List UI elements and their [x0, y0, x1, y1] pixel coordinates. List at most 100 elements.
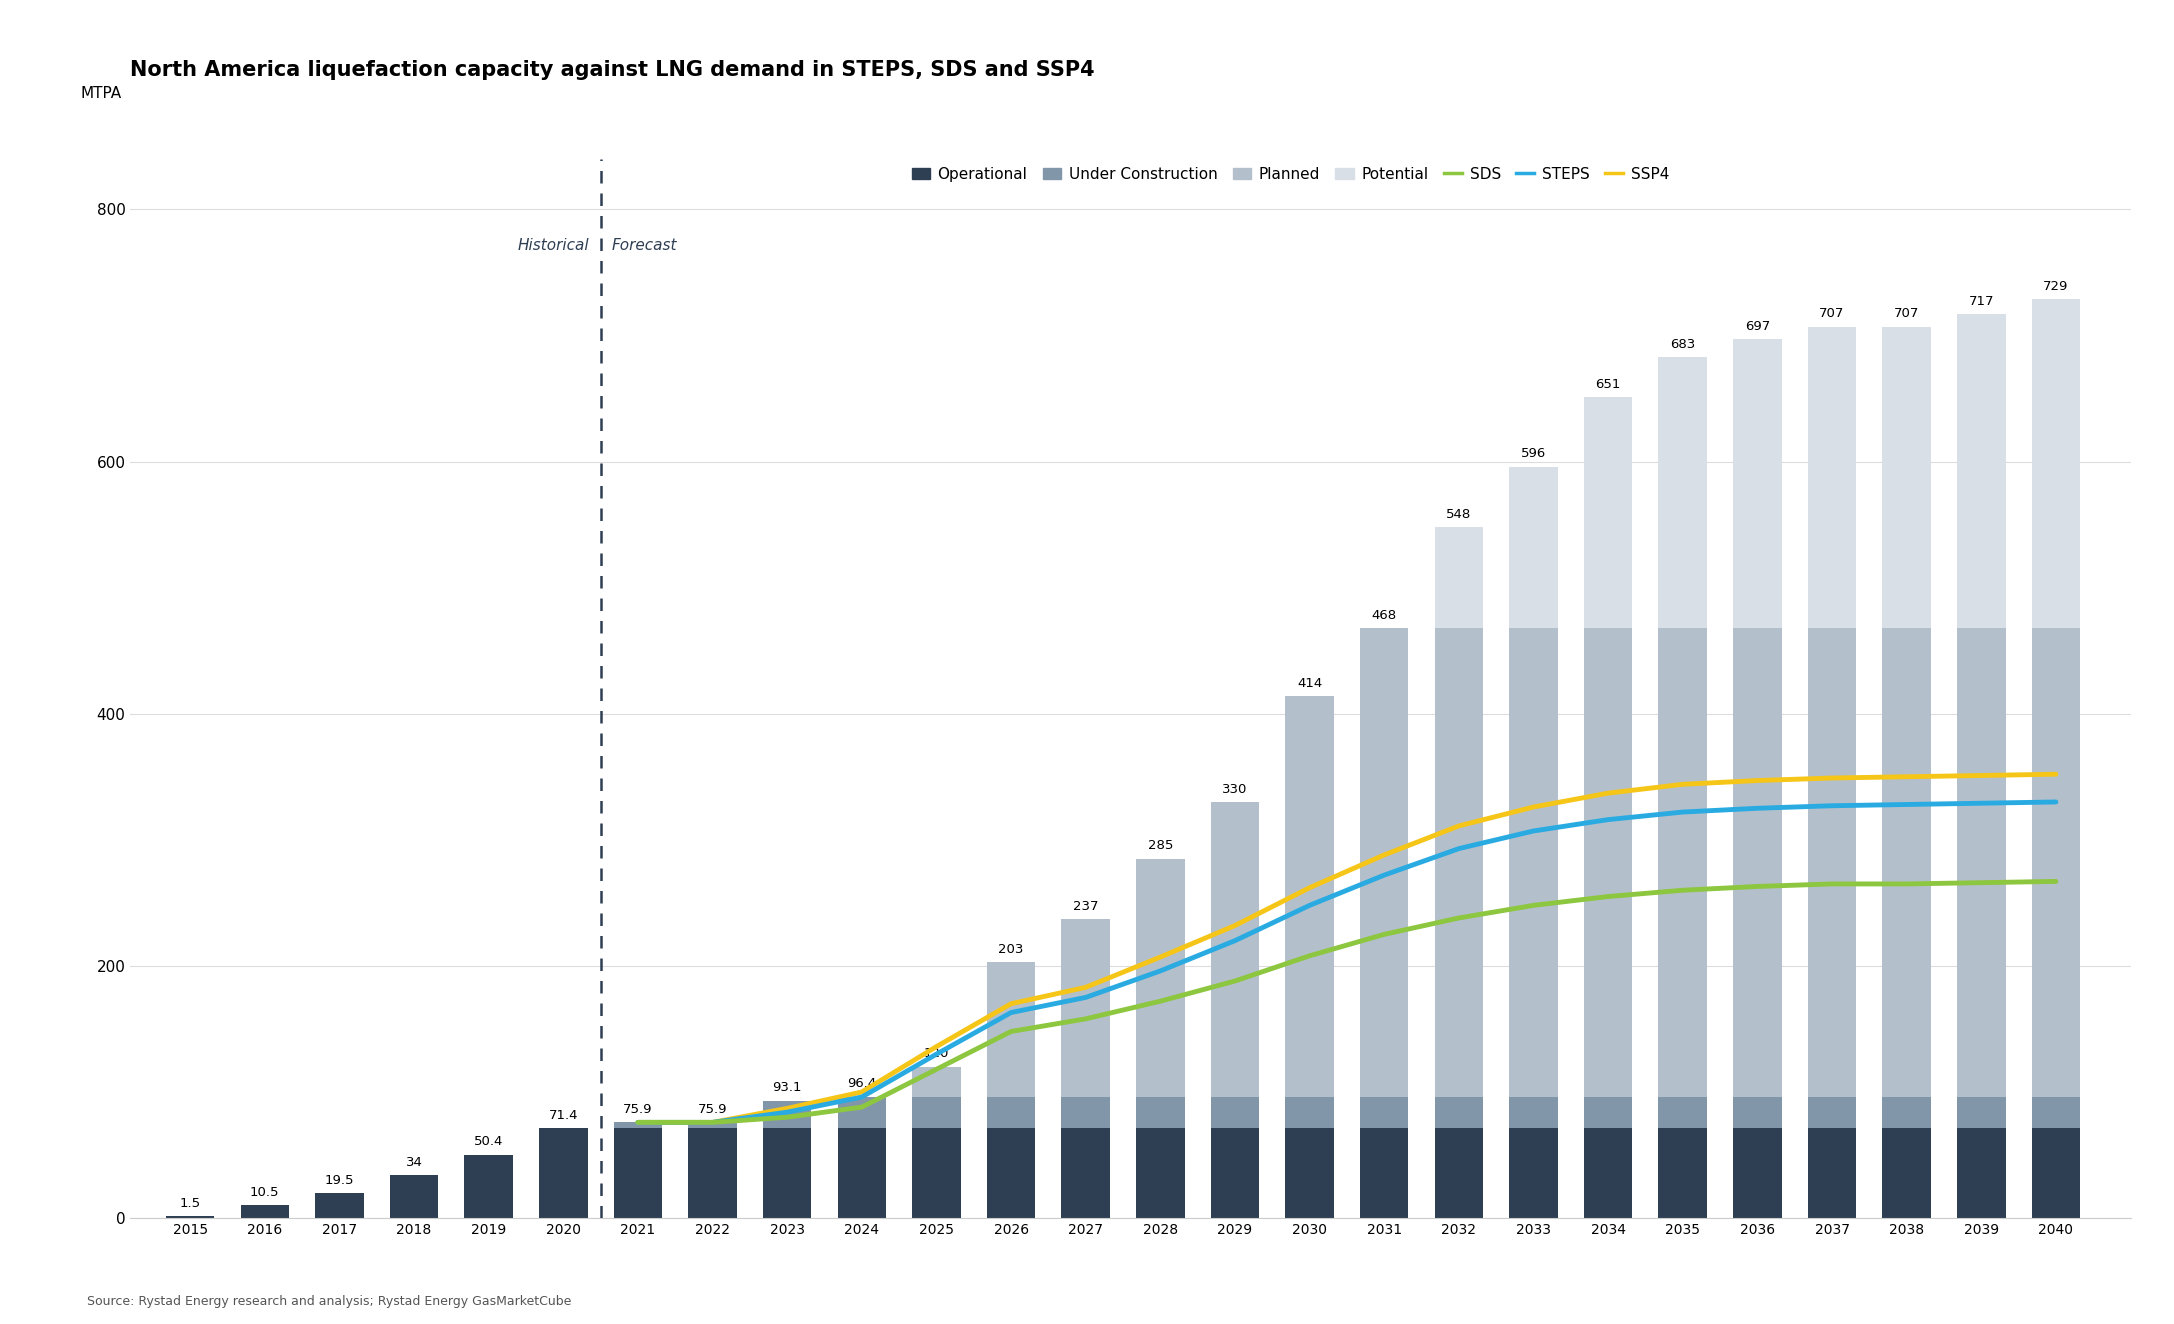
Bar	[1809, 1128, 1857, 1218]
Bar	[1509, 628, 1559, 1096]
Text: MTPA: MTPA	[80, 86, 122, 101]
Text: 237: 237	[1074, 900, 1098, 914]
Text: 75.9: 75.9	[698, 1103, 728, 1116]
Bar	[913, 1096, 961, 1128]
Bar	[763, 1128, 811, 1218]
Bar	[1659, 1128, 1707, 1218]
Bar	[1957, 1096, 2004, 1128]
Bar	[1659, 628, 1707, 1096]
Bar	[1585, 1128, 1633, 1218]
Bar	[1137, 859, 1185, 1096]
Bar	[1957, 314, 2004, 628]
Bar	[837, 1128, 887, 1218]
Text: North America liquefaction capacity against LNG demand in STEPS, SDS and SSP4: North America liquefaction capacity agai…	[130, 60, 1096, 79]
Text: 120: 120	[924, 1047, 950, 1061]
Text: 468: 468	[1372, 609, 1396, 622]
Bar	[389, 1176, 439, 1218]
Bar	[2033, 299, 2081, 628]
Text: 697: 697	[1746, 320, 1770, 332]
Bar	[1883, 628, 1931, 1096]
Bar	[1733, 1128, 1783, 1218]
Text: 717: 717	[1967, 295, 1994, 307]
Bar	[1585, 397, 1633, 628]
Text: 707: 707	[1820, 307, 1846, 320]
Bar	[1509, 466, 1559, 628]
Text: 93.1: 93.1	[772, 1082, 802, 1095]
Bar	[1585, 628, 1633, 1096]
Legend: Operational, Under Construction, Planned, Potential, SDS, STEPS, SSP4: Operational, Under Construction, Planned…	[911, 167, 1670, 181]
Text: 96.4: 96.4	[848, 1078, 876, 1090]
Bar	[1509, 1096, 1559, 1128]
Bar	[689, 1128, 737, 1218]
Bar	[1957, 1128, 2004, 1218]
Bar	[913, 1128, 961, 1218]
Bar	[1361, 1128, 1409, 1218]
Text: Historical: Historical	[517, 238, 589, 253]
Text: 330: 330	[1222, 782, 1248, 796]
Text: 683: 683	[1670, 338, 1696, 351]
Bar	[1061, 1128, 1111, 1218]
Bar	[987, 1096, 1035, 1128]
Text: 50.4: 50.4	[474, 1135, 504, 1148]
Bar	[1509, 1128, 1559, 1218]
Bar	[1285, 1096, 1335, 1128]
Bar	[987, 1128, 1035, 1218]
Bar	[1809, 628, 1857, 1096]
Bar	[913, 1067, 961, 1096]
Bar	[1733, 1096, 1783, 1128]
Text: 596: 596	[1522, 448, 1546, 461]
Bar	[1361, 1096, 1409, 1128]
Bar	[465, 1155, 513, 1218]
Bar	[763, 1100, 811, 1128]
Bar	[1435, 1128, 1483, 1218]
Text: 1.5: 1.5	[180, 1197, 200, 1210]
Bar	[1211, 1096, 1259, 1128]
Bar	[1585, 1096, 1633, 1128]
Bar	[1137, 1096, 1185, 1128]
Text: 75.9: 75.9	[624, 1103, 652, 1116]
Text: 19.5: 19.5	[324, 1174, 354, 1188]
Text: 71.4: 71.4	[548, 1108, 578, 1121]
Bar	[539, 1128, 587, 1218]
Bar	[1659, 1096, 1707, 1128]
Bar	[1957, 628, 2004, 1096]
Bar	[1211, 1128, 1259, 1218]
Bar	[1659, 357, 1707, 628]
Bar	[613, 1123, 663, 1128]
Bar	[1361, 628, 1409, 1096]
Text: Forecast: Forecast	[611, 238, 678, 253]
Bar	[1285, 1128, 1335, 1218]
Bar	[1883, 327, 1931, 628]
Bar	[1061, 1096, 1111, 1128]
Bar	[987, 963, 1035, 1096]
Bar	[165, 1217, 215, 1218]
Bar	[241, 1205, 289, 1218]
Bar	[1061, 919, 1111, 1096]
Text: 707: 707	[1894, 307, 1920, 320]
Text: Source: Rystad Energy research and analysis; Rystad Energy GasMarketCube: Source: Rystad Energy research and analy…	[87, 1295, 572, 1308]
Text: 203: 203	[998, 943, 1024, 956]
Text: 285: 285	[1148, 839, 1174, 853]
Bar	[689, 1123, 737, 1128]
Bar	[1211, 802, 1259, 1096]
Bar	[1435, 1096, 1483, 1128]
Bar	[1809, 1096, 1857, 1128]
Bar	[2033, 628, 2081, 1096]
Bar	[2033, 1096, 2081, 1128]
Bar	[837, 1096, 887, 1128]
Text: 651: 651	[1596, 377, 1622, 391]
Bar	[1883, 1128, 1931, 1218]
Bar	[613, 1128, 663, 1218]
Bar	[1883, 1096, 1931, 1128]
Bar	[2033, 1128, 2081, 1218]
Text: 10.5: 10.5	[250, 1185, 280, 1198]
Bar	[1809, 327, 1857, 628]
Bar	[1285, 696, 1335, 1096]
Bar	[1733, 339, 1783, 628]
Text: 729: 729	[2044, 279, 2070, 293]
Text: 34: 34	[407, 1156, 422, 1169]
Text: 548: 548	[1446, 508, 1472, 520]
Bar	[1435, 527, 1483, 628]
Bar	[1137, 1128, 1185, 1218]
Bar	[1435, 628, 1483, 1096]
